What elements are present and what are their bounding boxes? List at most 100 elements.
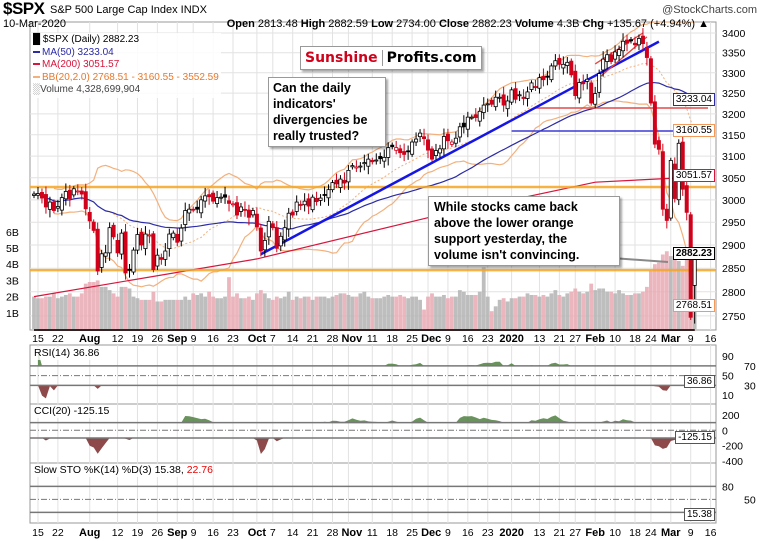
bollinger-upper-line [53, 21, 695, 222]
volume-bar [402, 296, 407, 329]
candle-body [537, 77, 542, 89]
candle-body [51, 201, 56, 211]
x-axis-tick-label: 18 [629, 527, 641, 539]
x-axis-tick-label: 18 [386, 527, 398, 539]
volume-bar [318, 296, 323, 329]
x-axis-tick-label: 16 [462, 527, 474, 539]
cci-positive-fill [34, 415, 695, 423]
candle-body [390, 144, 395, 148]
candle-body [79, 190, 84, 195]
candle-body [477, 110, 482, 122]
volume-bar [668, 256, 673, 329]
candle-body [75, 190, 80, 193]
x-axis-tick-label: 23 [482, 333, 494, 345]
volume-bar [286, 291, 291, 329]
candle-body [67, 189, 72, 199]
candle-body [59, 197, 64, 211]
x-axis-tick-label: Oct [248, 333, 267, 345]
legend-bb: BB(20,2.0) 2768.51 - 3160.55 - 3552.59 [33, 72, 219, 85]
rsi-tick-label: 70 [744, 361, 756, 373]
x-axis-tick-label: 10 [609, 333, 621, 345]
volume-bar [438, 296, 442, 329]
candle-body [39, 192, 44, 199]
volume-bar [430, 293, 434, 329]
candle-body [402, 151, 407, 155]
x-axis-tick-label: 14 [287, 333, 299, 345]
x-axis-tick-label: 9 [688, 333, 694, 345]
candle-body [640, 35, 645, 45]
x-axis-tick-label: 11 [367, 333, 378, 345]
candle-body [374, 159, 379, 162]
stockcharts-credit: @StockCharts.com [662, 4, 757, 16]
candle-body [167, 233, 172, 250]
candle-body [406, 150, 411, 153]
candle-body [211, 192, 216, 202]
volume-bar [354, 296, 359, 329]
volume-bar [143, 299, 148, 329]
x-axis-tick-label: 25 [406, 527, 418, 539]
x-axis-tick-label: Sep [167, 333, 187, 345]
x-axis-tick-label: 28 [327, 527, 339, 539]
candle-body [71, 188, 76, 196]
candle-body [302, 200, 307, 206]
candle-body [318, 197, 323, 201]
candle-body [366, 158, 371, 167]
candle-body [545, 75, 550, 78]
volume-bar [569, 291, 574, 329]
price-tick-label: 3000 [722, 195, 746, 207]
x-axis-tick-label: 2020 [499, 333, 523, 345]
x-axis-tick-label: 9 [191, 527, 197, 539]
candle-body [597, 73, 602, 93]
volume-bar [294, 296, 299, 329]
candle-body [648, 58, 653, 104]
rsi-panel-label: RSI(14) 36.86 [34, 347, 100, 360]
x-axis-tick-label: 15 [32, 527, 44, 539]
volume-bar [199, 293, 204, 329]
volume-bar [75, 296, 80, 329]
candle-body [489, 99, 494, 105]
high-value: 2882.59 [328, 18, 369, 30]
candle-body [461, 122, 466, 128]
price-tick-label: 3050 [722, 173, 746, 185]
x-axis-tick-label: Aug [79, 527, 100, 539]
volume-bar [529, 294, 534, 329]
candle-body [485, 103, 490, 106]
candle-body [262, 240, 267, 251]
volume-tick-label: 3B [6, 275, 19, 287]
candle-body [266, 220, 271, 238]
candle-body [215, 197, 220, 204]
cci-tick-label: -400 [722, 456, 743, 468]
volume-bar [175, 299, 180, 329]
volume-bar [215, 298, 219, 329]
volume-bar [115, 296, 120, 329]
candle-body [338, 178, 343, 188]
candle-body [613, 51, 618, 60]
x-axis-tick-label: Aug [79, 333, 100, 345]
candle-body [501, 94, 506, 106]
x-axis-tick-label: 27 [569, 527, 581, 539]
candle-body [362, 162, 367, 165]
volume-bar [52, 293, 56, 329]
volume-bar [581, 293, 586, 329]
sto-tick-label: 80 [722, 481, 734, 493]
x-axis-tick-label: Mar [661, 333, 681, 345]
volume-bar [231, 296, 235, 329]
x-axis-tick-label: 13 [534, 527, 546, 539]
volume-bar [322, 296, 327, 329]
x-axis-tick-label: 19 [132, 333, 144, 345]
sto-tick-label: 50 [744, 494, 756, 506]
volume-bar [533, 294, 538, 329]
x-axis-tick-label: 22 [52, 333, 64, 345]
candle-body [119, 232, 124, 255]
volume-bar [163, 299, 168, 329]
candle-body [680, 141, 685, 190]
candle-body [219, 196, 224, 199]
x-axis-tick-label: 16 [207, 527, 219, 539]
candle-body [139, 231, 144, 246]
volume-bar [398, 294, 403, 329]
candle-body [684, 185, 689, 213]
close-value: 2882.23 [472, 18, 512, 30]
candle-body [636, 38, 641, 46]
volume-bars-icon: ░ [33, 84, 41, 95]
x-axis-tick-label: 21 [554, 333, 566, 345]
